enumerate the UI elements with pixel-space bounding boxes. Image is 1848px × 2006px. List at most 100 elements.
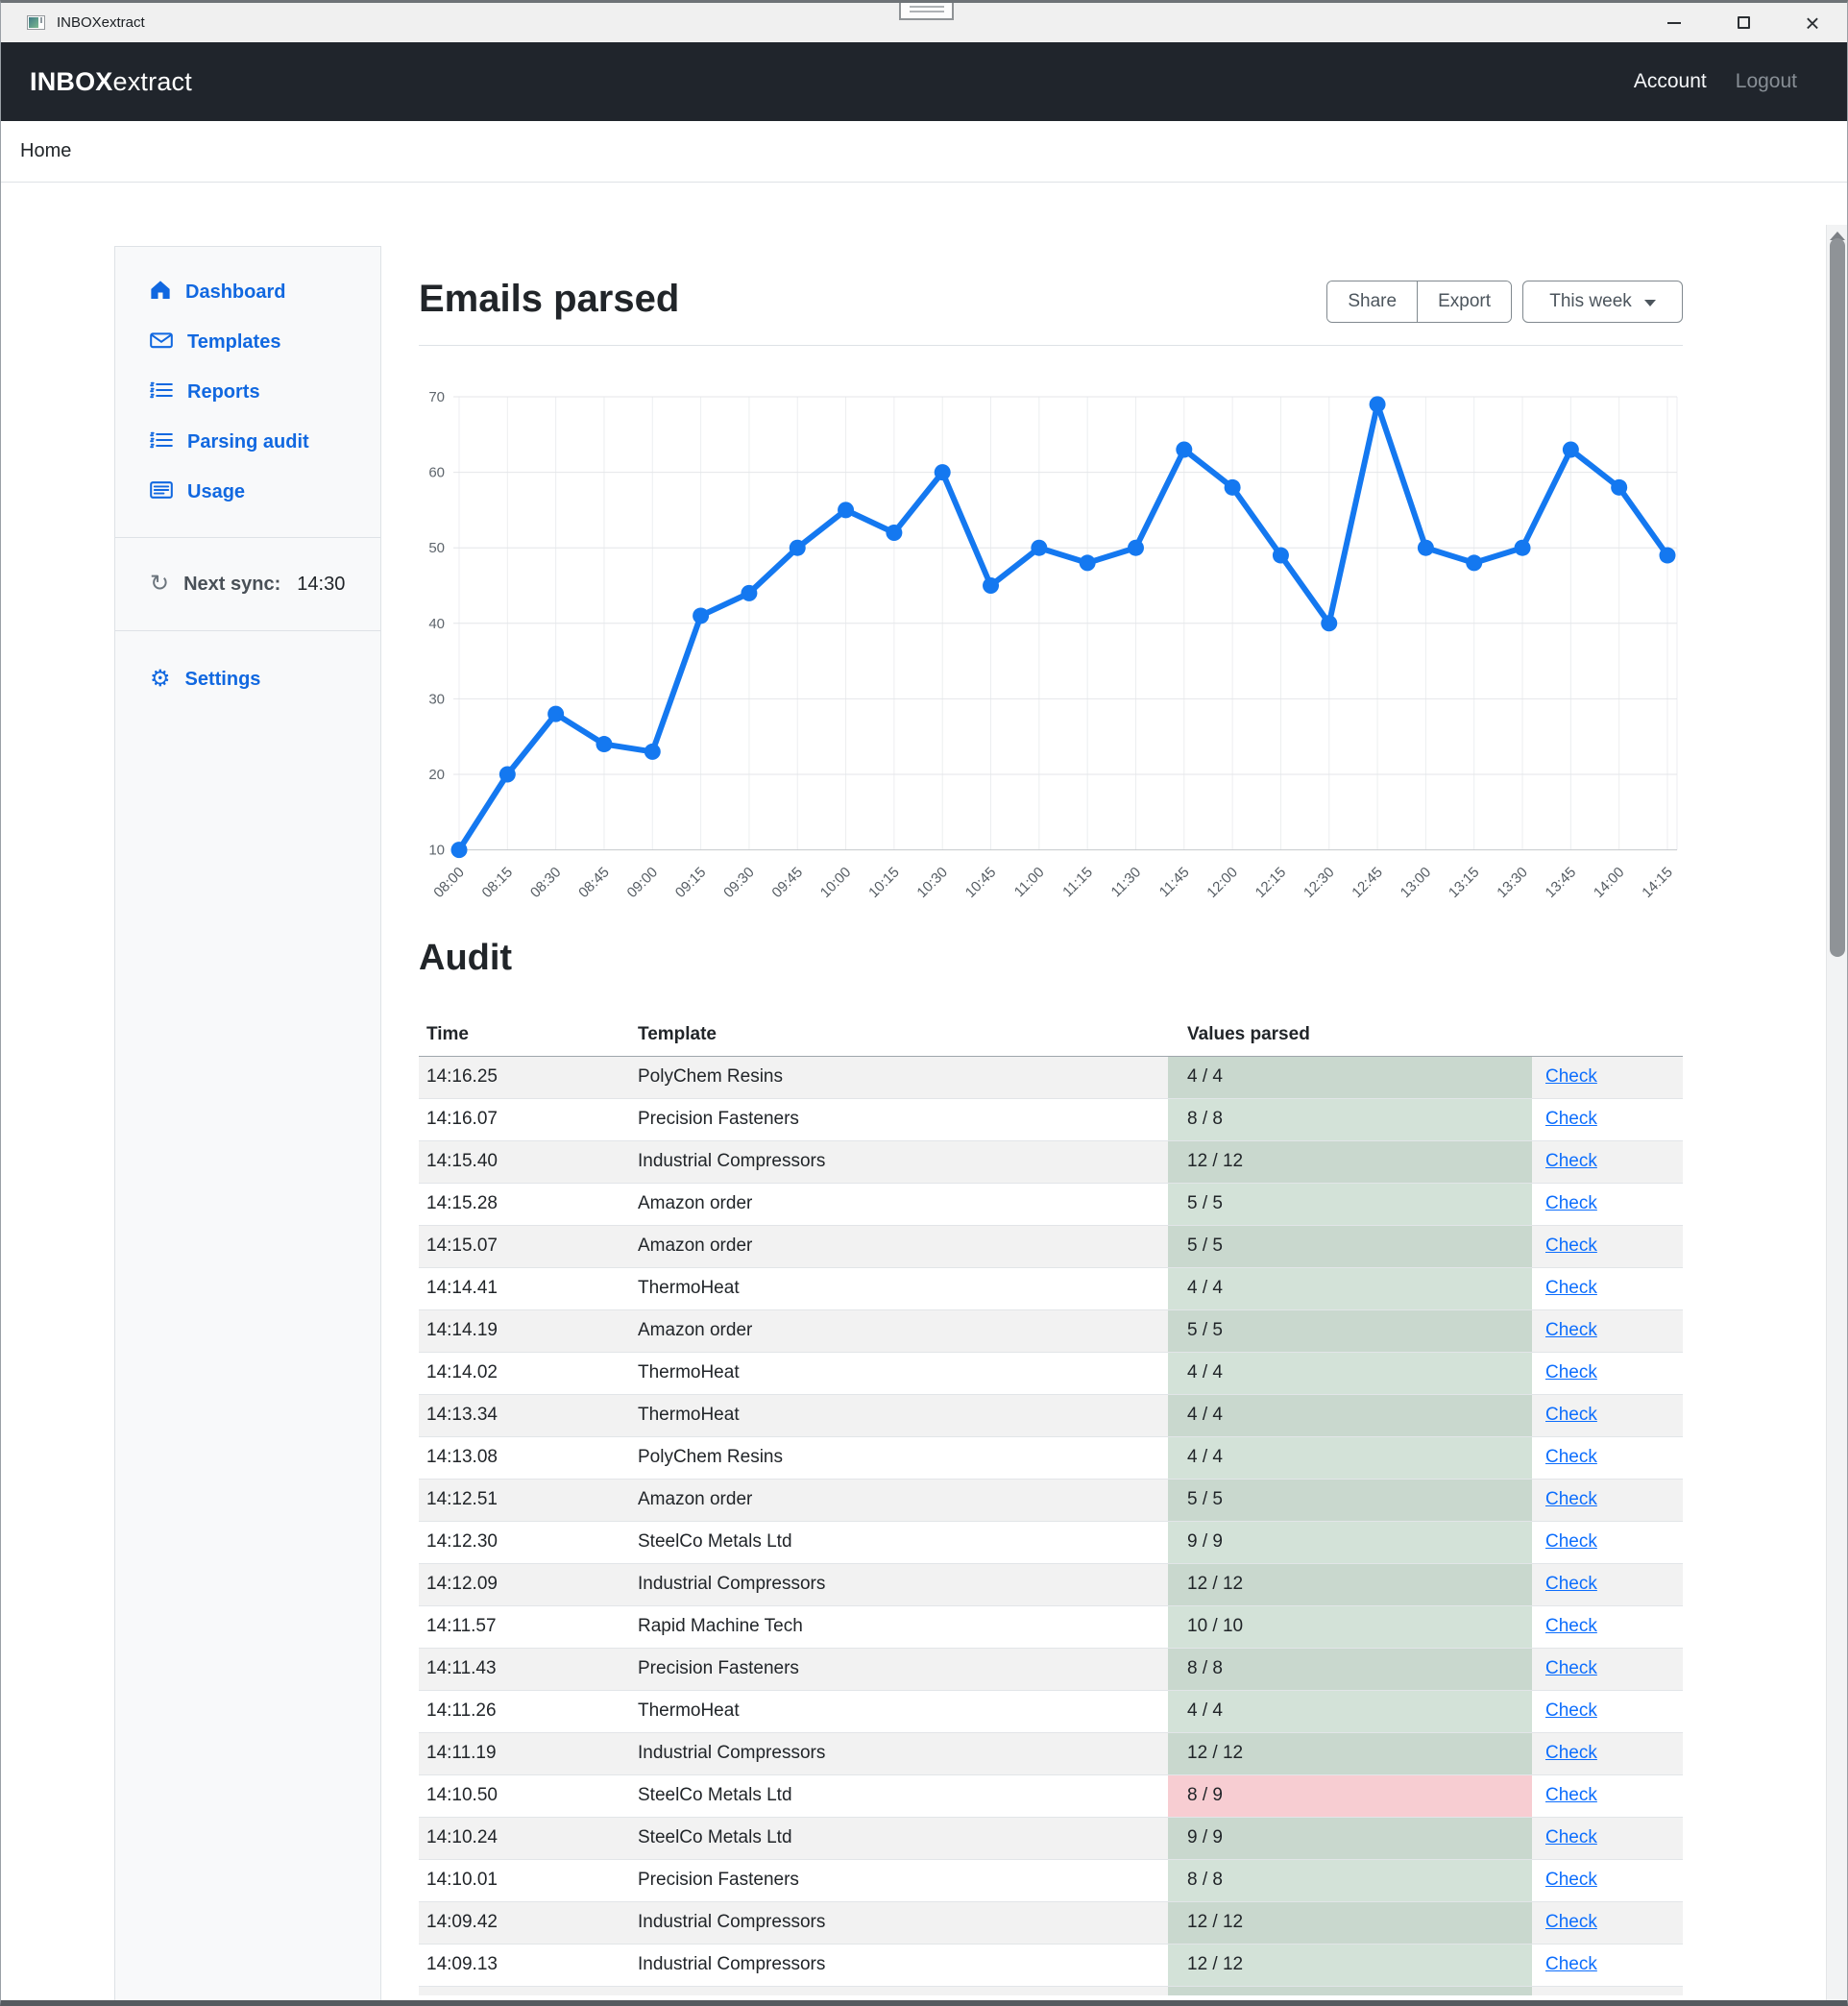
sidebar-item-reports[interactable]: Reports (115, 367, 380, 417)
audit-table: Time Template Values parsed 14:16.25 Poly… (419, 1014, 1683, 1995)
audit-time: 14:12.09 (426, 1574, 498, 1594)
check-link[interactable]: Check (1545, 1405, 1597, 1425)
share-button[interactable]: Share (1327, 281, 1418, 322)
titlebar: INBOXextract × (1, 3, 1847, 42)
audit-values-parsed: 12 / 12 (1168, 1563, 1532, 1605)
audit-values-parsed: 8 / 8 (1168, 1859, 1532, 1901)
check-link[interactable]: Check (1545, 1658, 1597, 1678)
breadcrumb-home[interactable]: Home (20, 140, 72, 161)
svg-text:11:00: 11:00 (1011, 864, 1048, 900)
scroll-up-arrow-icon[interactable] (1830, 232, 1845, 240)
table-row: 14:09.13 Industrial Compressors 12 / 12 Che… (419, 1944, 1683, 1986)
table-row: 14:15.07 Amazon order 5 / 5 Check (419, 1225, 1683, 1267)
audit-check-cell: Check (1532, 1605, 1683, 1648)
maximize-button[interactable] (1709, 3, 1778, 42)
table-row: 14:11.19 Industrial Compressors 12 / 12 Che… (419, 1732, 1683, 1774)
check-link[interactable]: Check (1545, 1278, 1597, 1298)
svg-text:10:45: 10:45 (962, 864, 1000, 901)
check-link[interactable]: Check (1545, 1912, 1597, 1932)
audit-check-cell: Check (1532, 1648, 1683, 1690)
audit-time: 14:10.01 (426, 1870, 498, 1890)
check-link[interactable]: Check (1545, 1109, 1597, 1129)
scrollbar-thumb[interactable] (1830, 238, 1845, 957)
audit-template: Amazon order (638, 1193, 753, 1213)
table-row: 14:15.40 Industrial Compressors 12 / 12 Che… (419, 1140, 1683, 1183)
svg-text:70: 70 (428, 389, 445, 405)
audit-check-cell: Check (1532, 1352, 1683, 1394)
audit-template: ThermoHeat (638, 1700, 740, 1721)
sidebar-item-parsing-audit[interactable]: Parsing audit (115, 417, 380, 467)
account-link[interactable]: Account (1633, 70, 1707, 92)
table-row: 14:15.28 Amazon order 5 / 5 Check (419, 1183, 1683, 1225)
sidebar-item-dashboard[interactable]: Dashboard (115, 267, 380, 317)
check-link[interactable]: Check (1545, 1870, 1597, 1890)
column-header-template: Template (630, 1014, 1168, 1057)
app-navbar: INBOXextract Account Logout (1, 42, 1847, 121)
audit-time: 14:15.28 (426, 1193, 498, 1213)
check-link[interactable]: Check (1545, 1616, 1597, 1636)
close-button[interactable]: × (1778, 3, 1847, 42)
sidebar-item-usage[interactable]: Usage (115, 467, 380, 517)
gear-icon: ⚙ (150, 666, 171, 692)
check-link[interactable]: Check (1545, 1320, 1597, 1340)
audit-template: ThermoHeat (638, 1278, 740, 1298)
svg-text:11:15: 11:15 (1059, 864, 1096, 900)
svg-text:12:15: 12:15 (1252, 864, 1290, 901)
check-link[interactable]: Check (1545, 1151, 1597, 1171)
audit-time: 14:10.24 (426, 1827, 498, 1847)
audit-values-parsed: 4 / 4 (1168, 1352, 1532, 1394)
brand-light: extract (112, 66, 192, 96)
check-link[interactable]: Check (1545, 1447, 1597, 1467)
logout-link[interactable]: Logout (1735, 70, 1797, 92)
audit-template: Precision Fasteners (638, 1870, 799, 1890)
check-link[interactable]: Check (1545, 1954, 1597, 1974)
check-link[interactable]: Check (1545, 1785, 1597, 1805)
sidebar-item-label: Dashboard (185, 281, 286, 303)
check-link[interactable]: Check (1545, 1066, 1597, 1087)
window-title: INBOXextract (57, 14, 145, 31)
audit-time: 14:11.57 (426, 1616, 497, 1636)
audit-check-cell: Check (1532, 1901, 1683, 1944)
check-link[interactable]: Check (1545, 1574, 1597, 1594)
audit-values-parsed: 12 / 12 (1168, 1140, 1532, 1183)
sidebar-item-templates[interactable]: Templates (115, 317, 380, 367)
date-range-dropdown[interactable]: This week (1522, 281, 1683, 323)
audit-values-parsed: 12 / 12 (1168, 1901, 1532, 1944)
audit-check-cell: Check (1532, 1563, 1683, 1605)
check-link[interactable]: Check (1545, 1827, 1597, 1847)
close-icon: × (1805, 8, 1820, 37)
check-link[interactable]: Check (1545, 1362, 1597, 1382)
svg-text:08:00: 08:00 (430, 864, 468, 901)
check-link[interactable]: Check (1545, 1700, 1597, 1721)
sidebar-item-settings[interactable]: ⚙ Settings (115, 654, 380, 704)
audit-time: 14:11.19 (426, 1743, 497, 1763)
minimize-button[interactable] (1640, 3, 1709, 42)
check-link[interactable]: Check (1545, 1193, 1597, 1213)
table-row-partial (419, 1986, 1683, 1995)
check-link[interactable]: Check (1545, 1235, 1597, 1256)
audit-values-parsed: 5 / 5 (1168, 1225, 1532, 1267)
svg-text:13:00: 13:00 (1398, 864, 1435, 901)
envelope-icon (150, 330, 173, 355)
audit-check-cell: Check (1532, 1140, 1683, 1183)
audit-template: Industrial Compressors (638, 1743, 826, 1763)
audit-time: 14:10.50 (426, 1785, 498, 1805)
emails-parsed-chart: 70 60 50 40 30 20 10 08:00 08:15 08:30 08:45 09:00 0… (428, 389, 1678, 901)
audit-time: 14:14.02 (426, 1362, 498, 1382)
sidebar-item-label: Templates (187, 330, 281, 353)
svg-text:13:45: 13:45 (1543, 864, 1580, 901)
vertical-scrollbar[interactable] (1826, 225, 1847, 2000)
audit-template: SteelCo Metals Ltd (638, 1531, 792, 1552)
svg-text:20: 20 (428, 767, 445, 783)
page-title: Emails parsed (419, 278, 680, 320)
app-icon (27, 15, 45, 30)
check-link[interactable]: Check (1545, 1489, 1597, 1509)
next-sync-value: 14:30 (297, 573, 346, 595)
check-link[interactable]: Check (1545, 1743, 1597, 1763)
audit-check-cell: Check (1532, 1690, 1683, 1732)
list-icon (150, 380, 173, 404)
export-button[interactable]: Export (1417, 281, 1511, 322)
audit-check-cell: Check (1532, 1817, 1683, 1859)
check-link[interactable]: Check (1545, 1531, 1597, 1552)
table-row: 14:12.09 Industrial Compressors 12 / 12 Che… (419, 1563, 1683, 1605)
